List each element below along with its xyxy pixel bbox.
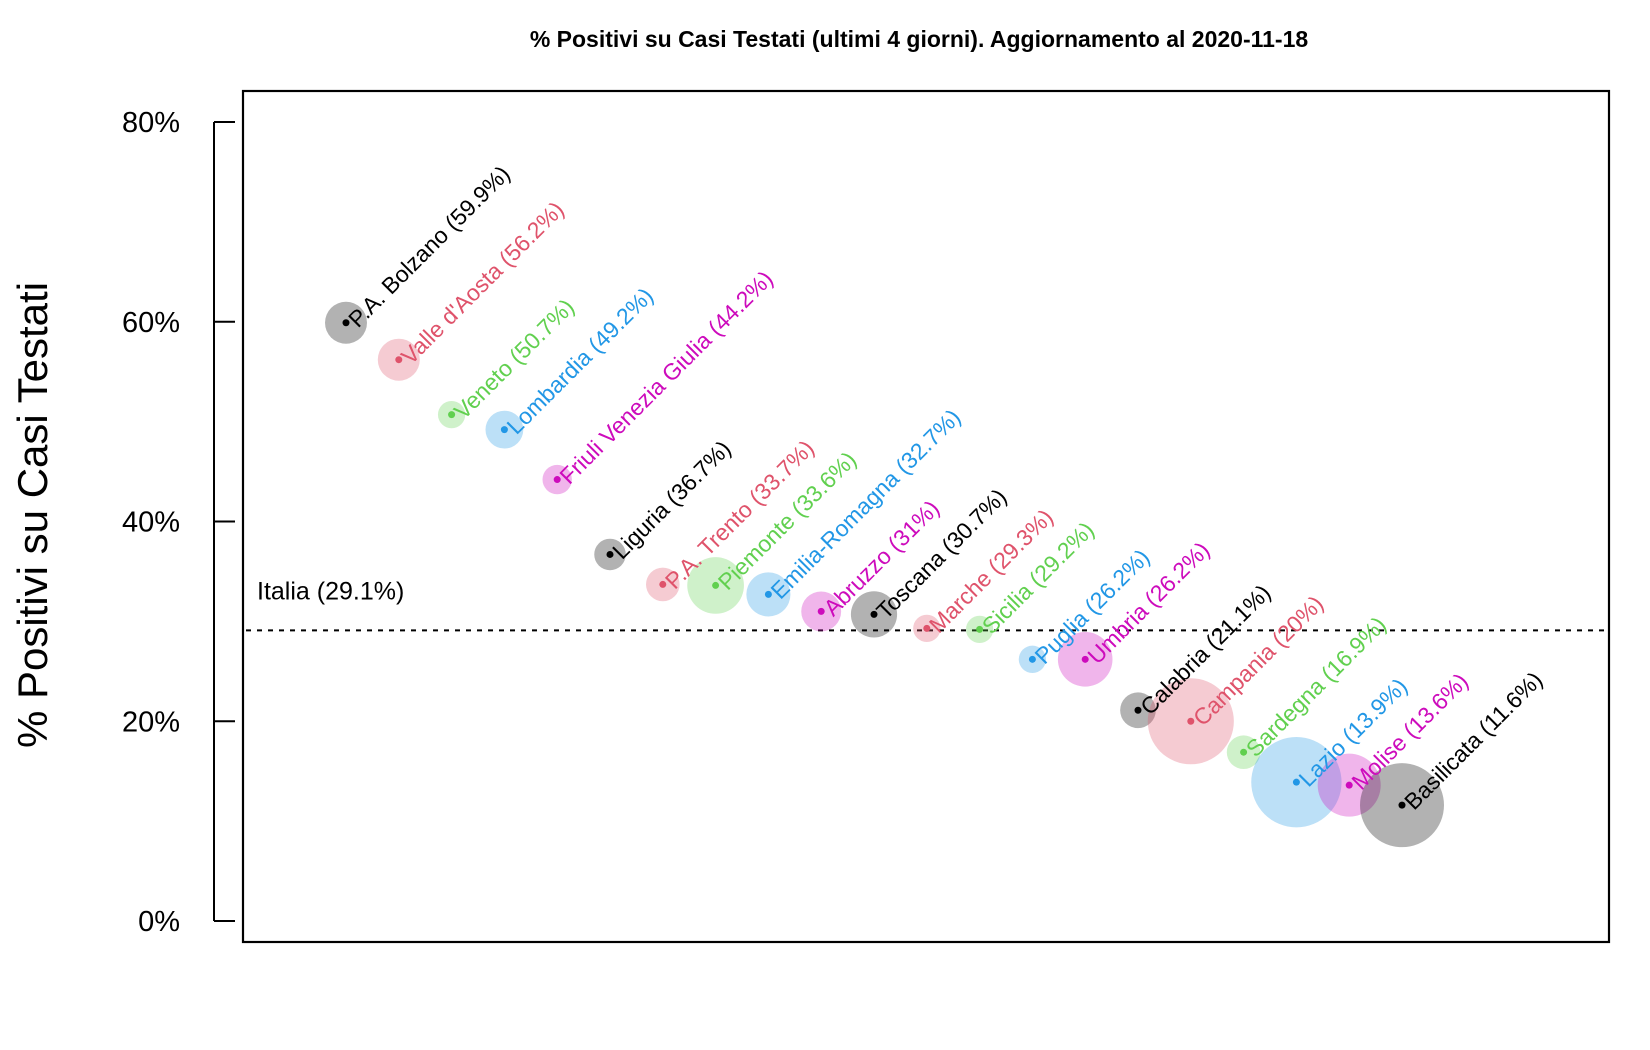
bubble-center-dot [1398,801,1406,809]
bubble-center-dot [1187,717,1195,725]
bubble-center-dot [1292,778,1300,786]
bubble-center-dot [764,590,772,598]
reference-line-label: Italia (29.1%) [257,577,404,605]
bubble-center-dot [1240,748,1248,756]
bubble-center-dot [870,610,878,618]
bubble-center-dot [395,356,403,364]
reference-line-group: Italia (29.1%) [246,577,1606,632]
y-axis-label: % Positivi su Casi Testati [9,282,56,748]
plot-frame [241,89,1611,944]
bubble-center-dot [1134,706,1142,714]
y-tick-label: 80% [122,107,180,139]
bubble-center-dot [553,476,561,484]
point-label: P.A. Bolzano (59.9%) [343,161,515,333]
bubble-center-dot [712,581,720,589]
y-tick-label: 20% [122,706,180,738]
y-tick-label: 0% [138,906,180,938]
bubble-center-dot [923,624,931,632]
y-axis: 0% 20% 40% 60% 80% [122,107,235,938]
chart-title: % Positivi su Casi Testati (ultimi 4 gio… [530,26,1309,52]
bubble-center-dot [606,550,614,558]
bubble-center-dot [500,426,508,434]
bubbles [325,301,1444,848]
bubble-center-dot [659,580,667,588]
point-labels: P.A. Bolzano (59.9%)Valle d'Aosta (56.2%… [343,161,1547,815]
bubble-center-dot [1345,781,1353,789]
bubble-center-dot [817,607,825,615]
point-label: Friuli Venezia Giulia (44.2%) [554,266,778,490]
y-tick-label: 60% [122,307,180,339]
y-tick-label: 40% [122,507,180,539]
point-label: Basilicata (11.6%) [1399,666,1547,814]
bubble-center-dot [1081,655,1089,663]
bubble-center-dot [976,625,984,633]
bubble-center-dot [448,411,456,419]
bubble-center-dot [342,319,350,327]
point-label: Sardegna (16.9%) [1241,611,1391,761]
bubble-center-dot [1028,655,1036,663]
